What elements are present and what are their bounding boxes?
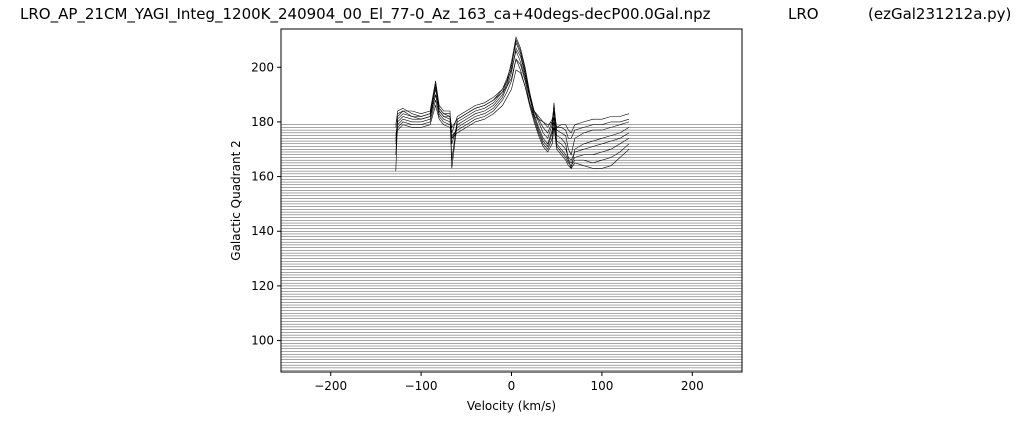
y-tick-label: 200 — [251, 60, 274, 74]
x-tick-label: 100 — [590, 379, 613, 393]
title-script: (ezGal231212a.py) — [868, 5, 1012, 23]
x-axis-ticks: −200 −100 0 100 200 — [314, 372, 704, 393]
x-tick-label: 0 — [508, 379, 516, 393]
title-filename: LRO_AP_21CM_YAGI_Integ_1200K_240904_00_E… — [20, 5, 711, 23]
y-tick-label: 140 — [251, 224, 274, 238]
y-axis-label: Galactic Quadrant 2 — [229, 140, 243, 260]
spectra-traces — [395, 36, 630, 172]
spectrum-trace — [395, 36, 630, 172]
x-tick-label: 200 — [681, 379, 704, 393]
y-tick-label: 160 — [251, 170, 274, 184]
spectrum-trace — [395, 58, 630, 167]
spectrum-trace — [395, 41, 630, 161]
baseline-rows — [281, 124, 742, 371]
y-tick-label: 120 — [251, 279, 274, 293]
y-axis-ticks: 100 120 140 160 180 200 — [251, 60, 281, 348]
spectrum-trace — [395, 49, 630, 139]
spectrum-trace — [395, 69, 630, 169]
spectrum-trace — [395, 38, 630, 161]
y-tick-label: 100 — [251, 334, 274, 348]
x-tick-label: −200 — [314, 379, 347, 393]
x-tick-label: −100 — [405, 379, 438, 393]
title-site: LRO — [788, 5, 819, 23]
x-axis-label: Velocity (km/s) — [467, 399, 556, 413]
y-tick-label: 180 — [251, 115, 274, 129]
figure-title: LRO_AP_21CM_YAGI_Integ_1200K_240904_00_E… — [0, 5, 1024, 25]
spectrum-trace — [395, 47, 630, 164]
